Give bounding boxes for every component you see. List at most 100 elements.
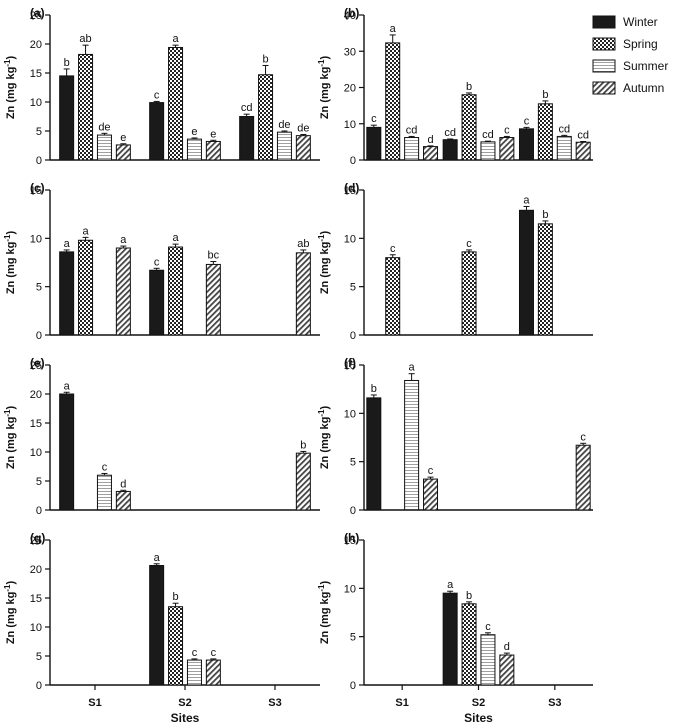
legend-swatch xyxy=(592,15,616,29)
y-tick-label: 15 xyxy=(30,68,42,80)
significance-letter: a xyxy=(154,552,161,564)
significance-letter: bc xyxy=(208,250,220,262)
y-tick-label: 25 xyxy=(30,360,42,372)
y-tick-label: 5 xyxy=(350,457,356,469)
significance-letter: cd xyxy=(482,129,494,141)
significance-letter: d xyxy=(504,641,510,653)
significance-letter: e xyxy=(191,126,197,138)
significance-letter: d xyxy=(427,134,433,146)
y-tick-label: 5 xyxy=(36,282,42,294)
bar xyxy=(205,263,221,336)
significance-letter: c xyxy=(524,115,530,127)
significance-letter: b xyxy=(64,57,70,69)
y-axis-label: Zn (mg kg-1) xyxy=(3,55,18,119)
y-tick-label: 10 xyxy=(30,97,42,109)
significance-letter: a xyxy=(523,194,530,206)
y-tick-label: 20 xyxy=(344,83,356,95)
significance-letter: c xyxy=(390,243,396,255)
bar xyxy=(205,140,221,161)
bar xyxy=(115,144,131,161)
legend-item-autumn: Autumn xyxy=(592,81,664,95)
bar xyxy=(186,138,202,161)
significance-letter: b xyxy=(300,439,306,451)
significance-letter: b xyxy=(542,209,548,221)
significance-letter: a xyxy=(82,225,89,237)
panel-label: (e) xyxy=(30,356,45,370)
y-tick-label: 0 xyxy=(36,680,42,692)
y-axis-label: Zn (mg kg-1) xyxy=(317,230,332,294)
y-tick-label: 20 xyxy=(30,39,42,51)
significance-letter: cd xyxy=(444,127,456,139)
bar xyxy=(149,102,165,161)
bar xyxy=(575,444,591,511)
bar xyxy=(115,247,131,336)
legend-label: Summer xyxy=(623,59,668,73)
y-tick-label: 15 xyxy=(344,185,356,197)
significance-letter: b xyxy=(371,383,377,395)
bar xyxy=(96,134,112,161)
bar xyxy=(186,659,202,686)
y-axis-label: Zn (mg kg-1) xyxy=(3,230,18,294)
x-axis-label: Sites xyxy=(464,711,493,724)
y-tick-label: 0 xyxy=(36,330,42,342)
bar xyxy=(168,606,184,686)
panel-d: 0 5 10 15(d) Zn (mg kg-1) c c ab xyxy=(317,181,593,342)
significance-letter: de xyxy=(278,119,290,131)
significance-letter: de xyxy=(98,121,110,133)
bar xyxy=(366,397,382,511)
bar xyxy=(149,565,165,686)
bar xyxy=(78,239,94,336)
y-tick-label: 10 xyxy=(344,233,356,245)
panel-label: (g) xyxy=(30,531,45,545)
y-tick-label: 0 xyxy=(350,155,356,167)
bar xyxy=(537,223,553,336)
panel-label: (f) xyxy=(344,356,356,370)
panel-label: (d) xyxy=(344,181,359,195)
significance-letter: c xyxy=(371,113,377,125)
significance-letter: a xyxy=(172,232,179,244)
y-tick-label: 15 xyxy=(30,593,42,605)
significance-letter: a xyxy=(64,380,71,392)
bar xyxy=(78,53,94,161)
significance-letter: cd xyxy=(406,124,418,136)
y-tick-label: 5 xyxy=(350,282,356,294)
y-tick-label: 30 xyxy=(344,46,356,58)
panel-label: (h) xyxy=(344,531,359,545)
significance-letter: c xyxy=(580,431,586,443)
significance-letter: c xyxy=(428,465,434,477)
significance-letter: ab xyxy=(297,238,309,250)
panel-label: (b) xyxy=(344,6,359,20)
significance-letter: cd xyxy=(241,102,253,114)
significance-letter: c xyxy=(485,621,491,633)
legend-label: Winter xyxy=(623,15,658,29)
bar xyxy=(442,139,458,161)
y-axis-label: Zn (mg kg-1) xyxy=(3,580,18,644)
bar xyxy=(276,131,292,161)
significance-letter: e xyxy=(120,132,126,144)
bar xyxy=(205,659,221,686)
legend-label: Autumn xyxy=(623,81,664,95)
significance-letter: c xyxy=(211,647,217,659)
y-tick-label: 40 xyxy=(344,10,356,22)
bar xyxy=(115,490,131,511)
significance-letter: b xyxy=(262,53,268,65)
y-axis-label: Zn (mg kg-1) xyxy=(317,405,332,469)
significance-letter: a xyxy=(447,579,454,591)
legend-item-spring: Spring xyxy=(592,37,658,51)
significance-letter: a xyxy=(409,362,416,374)
y-tick-label: 10 xyxy=(344,583,356,595)
y-tick-label: 15 xyxy=(344,360,356,372)
x-tick-label: S2 xyxy=(472,697,485,709)
y-tick-label: 10 xyxy=(344,119,356,131)
bar xyxy=(168,46,184,161)
panel-f: 0 5 10 15(f) Zn (mg kg-1) b a c c xyxy=(317,356,593,517)
significance-letter: b xyxy=(466,81,472,93)
bar xyxy=(59,393,75,511)
y-tick-label: 5 xyxy=(350,632,356,644)
bar xyxy=(575,141,591,161)
bar xyxy=(480,634,496,686)
